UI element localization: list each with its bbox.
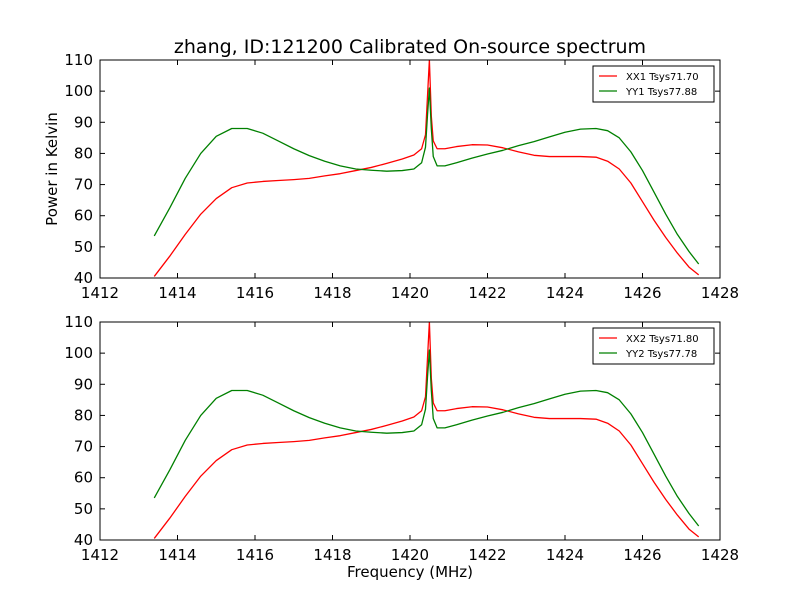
x-tick-label: 1424 (546, 284, 584, 302)
y-tick-label: 60 (74, 469, 93, 487)
y-tick-label: 80 (74, 144, 93, 162)
x-tick-label: 1422 (468, 284, 506, 302)
y-tick-label: 60 (74, 207, 93, 225)
legend-label-1: XX2 Tsys71.80 (626, 334, 699, 345)
y-tick-label: 70 (74, 438, 93, 456)
y-axis-label: Power in Kelvin (43, 112, 61, 226)
x-tick-label: 1426 (623, 284, 661, 302)
x-tick-label: 1422 (468, 546, 506, 564)
legend-label-2: YY1 Tsys77.88 (625, 87, 697, 98)
x-tick-label: 1426 (623, 546, 661, 564)
x-tick-label: 1418 (313, 284, 351, 302)
y-tick-label: 50 (74, 500, 93, 518)
y-tick-label: 90 (74, 113, 93, 131)
legend-label-1: XX1 Tsys71.70 (626, 72, 699, 83)
x-tick-label: 1414 (158, 546, 196, 564)
y-tick-label: 40 (74, 269, 93, 287)
y-tick-label: 110 (64, 51, 93, 69)
x-tick-label: 1420 (391, 284, 429, 302)
subplot-1: 1412 1414 1416 1418 1420 1422 1424 1426 1428 40 50… (64, 51, 739, 302)
x-tick-label: 1412 (81, 284, 119, 302)
y-tick-label: 100 (64, 344, 93, 362)
legend-label-2: YY2 Tsys77.78 (625, 349, 697, 360)
x-axis-label: Frequency (MHz) (347, 563, 473, 581)
legend: XX2 Tsys71.80 YY2 Tsys77.78 (592, 327, 715, 365)
figure-title: zhang, ID:121200 Calibrated On-source sp… (174, 36, 646, 58)
series-line-2 (153, 349, 700, 527)
legend-box (592, 65, 715, 103)
x-tick-label: 1416 (236, 284, 274, 302)
x-tick-label: 1424 (546, 546, 584, 564)
x-tick-label: 1416 (236, 546, 274, 564)
plots-group: 1412 1414 1416 1418 1420 1422 1424 1426 1428 40 50… (64, 51, 739, 564)
y-tick-label: 90 (74, 375, 93, 393)
y-tick-label: 40 (74, 531, 93, 549)
x-tick-label: 1414 (158, 284, 196, 302)
x-tick-label: 1412 (81, 546, 119, 564)
x-tick-label: 1428 (701, 284, 739, 302)
y-tick-label: 80 (74, 406, 93, 424)
legend: XX1 Tsys71.70 YY1 Tsys77.88 (592, 65, 715, 103)
y-tick-label: 110 (64, 313, 93, 331)
y-tick-label: 70 (74, 176, 93, 194)
x-tick-label: 1428 (701, 546, 739, 564)
x-tick-label: 1418 (313, 546, 351, 564)
subplot-2: 1412 1414 1416 1418 1420 1422 1424 1426 1428 40 50… (64, 313, 739, 564)
y-tick-label: 50 (74, 238, 93, 256)
legend-box (592, 327, 715, 365)
series-line-2 (153, 87, 700, 265)
y-tick-label: 100 (64, 82, 93, 100)
x-tick-label: 1420 (391, 546, 429, 564)
